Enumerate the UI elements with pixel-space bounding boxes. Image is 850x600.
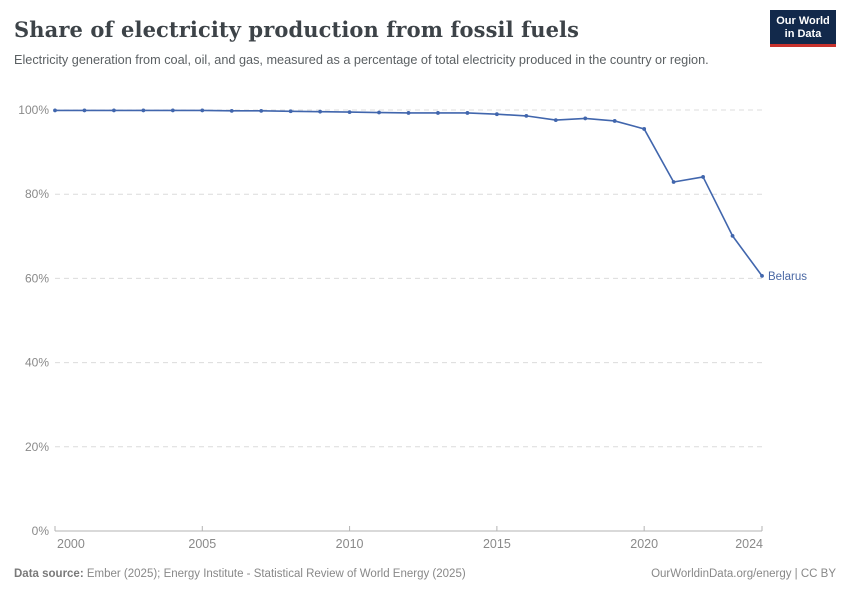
data-point[interactable] <box>494 112 499 117</box>
data-point[interactable] <box>377 110 381 115</box>
data-line[interactable] <box>54 109 763 277</box>
license-link[interactable]: OurWorldinData.org/energy | CC BY <box>651 568 836 580</box>
data-point[interactable] <box>318 109 323 114</box>
data-point[interactable] <box>141 108 146 113</box>
owid-logo[interactable]: Our World in Data <box>770 10 836 47</box>
data-point[interactable] <box>465 111 470 115</box>
data-point[interactable] <box>671 180 676 184</box>
data-point[interactable] <box>259 108 264 113</box>
data-point[interactable] <box>642 127 647 131</box>
page-title: Share of electricity production from fos… <box>14 17 580 42</box>
data-point[interactable] <box>701 175 705 179</box>
line-chart[interactable]: 0% 20% 40% 60% 80% 100% 2000 2005 2010 2015 2020 20… <box>0 95 850 560</box>
data-point[interactable] <box>612 119 617 123</box>
series-label[interactable]: Belarus <box>768 271 807 283</box>
data-point[interactable] <box>347 110 352 115</box>
line-chart-svg[interactable]: 0% 20% 40% 60% 80% 100% 2000 2005 2010 2015 2020 20… <box>0 95 850 560</box>
data-point[interactable] <box>229 108 234 113</box>
owid-logo-line2: in Data <box>784 28 822 40</box>
data-point[interactable] <box>730 233 735 238</box>
y-tick-label: 80% <box>25 187 49 201</box>
data-point[interactable] <box>170 108 175 113</box>
y-tick-label: 60% <box>25 271 49 285</box>
owid-logo-line1: Our World <box>776 15 830 27</box>
data-point[interactable] <box>524 113 529 118</box>
data-point[interactable] <box>553 118 558 123</box>
y-tick-label: 100% <box>18 103 49 117</box>
x-tick-label: 2005 <box>188 537 216 551</box>
x-tick-label: 2015 <box>483 537 511 551</box>
y-tick-label: 20% <box>25 440 49 454</box>
data-point[interactable] <box>760 273 764 278</box>
data-point[interactable] <box>200 108 205 113</box>
data-point[interactable] <box>288 109 293 114</box>
data-source-text: Ember (2025); Energy Institute - Statist… <box>83 568 466 580</box>
data-source: Data source: Ember (2025); Energy Instit… <box>14 568 466 580</box>
x-tick-label: 2024 <box>735 537 763 551</box>
y-tick-label: 0% <box>32 524 50 538</box>
data-point[interactable] <box>406 111 411 115</box>
chart-footer: Data source: Ember (2025); Energy Instit… <box>14 568 836 580</box>
x-tick-label: 2010 <box>336 537 364 551</box>
data-point[interactable] <box>53 108 57 113</box>
data-point[interactable] <box>82 108 87 113</box>
x-tick-label: 2000 <box>57 537 85 551</box>
chart-subtitle: Electricity generation from coal, oil, a… <box>14 53 709 67</box>
data-point[interactable] <box>583 116 588 121</box>
x-tick-label: 2020 <box>630 537 658 551</box>
data-point[interactable] <box>436 111 440 115</box>
data-point[interactable] <box>112 108 116 113</box>
y-tick-label: 40% <box>25 356 49 370</box>
data-source-label: Data source: <box>14 568 84 580</box>
